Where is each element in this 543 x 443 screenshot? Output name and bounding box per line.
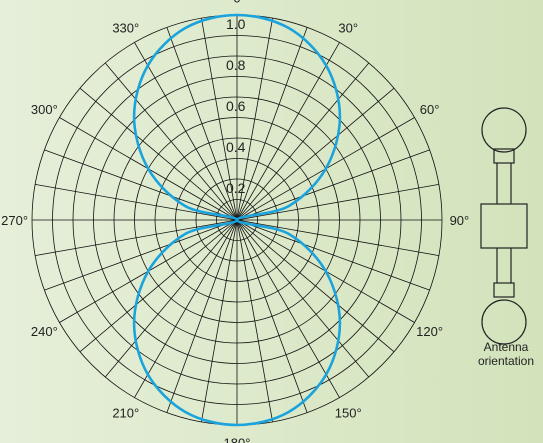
pattern-point xyxy=(287,232,290,235)
pattern-point xyxy=(132,321,136,325)
pattern-point xyxy=(147,270,150,273)
grid-spoke xyxy=(79,219,238,353)
pattern-point xyxy=(146,373,150,376)
pattern-point xyxy=(184,410,187,414)
angle-label: 270° xyxy=(1,213,28,228)
grid-spoke xyxy=(134,42,238,221)
radial-tick-label: 1.0 xyxy=(226,16,246,32)
grid-spoke xyxy=(236,62,370,221)
grid-spoke xyxy=(236,219,370,378)
pattern-point xyxy=(338,321,342,325)
antenna-caption-line2: orientation xyxy=(477,354,535,368)
antenna-caption: Antenna orientation xyxy=(469,340,543,368)
pattern-series xyxy=(132,13,342,427)
pattern-point xyxy=(235,423,239,427)
pattern-point xyxy=(147,167,150,170)
grid-spoke xyxy=(44,149,238,221)
grid-spoke xyxy=(201,219,238,422)
grid-spoke xyxy=(166,219,238,413)
pattern-point xyxy=(235,218,239,222)
angle-label: 0 xyxy=(233,0,240,6)
pattern-point xyxy=(146,64,150,67)
antenna-caption-line1: Antenna xyxy=(483,340,529,354)
grid-spoke xyxy=(236,219,308,413)
polar-labels: 0 30° 60° 90° 120° 150° 180° 210° 240° 270° 300° 33… xyxy=(1,0,469,443)
pattern-point xyxy=(287,410,290,414)
angle-label: 90° xyxy=(450,213,470,228)
pattern-point xyxy=(324,167,327,170)
angle-label: 300° xyxy=(31,102,58,117)
angle-label: 210° xyxy=(112,406,139,421)
angle-label: 150° xyxy=(335,406,362,421)
pattern-point xyxy=(338,115,342,119)
pattern-point xyxy=(184,205,187,208)
grid-spoke xyxy=(236,42,340,221)
grid-spoke xyxy=(134,219,238,398)
grid-spoke xyxy=(236,184,439,221)
pattern-point xyxy=(324,270,327,273)
grid-spoke xyxy=(236,219,439,256)
grid-spoke xyxy=(79,87,238,221)
angle-label: 30° xyxy=(338,20,358,35)
angle-label: 240° xyxy=(31,324,58,339)
grid-spoke xyxy=(236,27,308,221)
radial-tick-label: 0.4 xyxy=(226,139,246,155)
grid-spoke xyxy=(201,18,238,221)
grid-spoke xyxy=(236,87,395,221)
pattern-point xyxy=(287,205,290,208)
grid-spoke xyxy=(236,219,340,398)
grid-spoke xyxy=(236,18,273,221)
radial-tick-label: 0.8 xyxy=(226,57,246,73)
pattern-point xyxy=(235,13,239,17)
grid-spoke xyxy=(236,149,430,221)
grid-spoke xyxy=(35,219,238,256)
grid-spoke xyxy=(236,219,273,422)
grid-spoke xyxy=(236,219,395,353)
grid-spoke xyxy=(44,219,238,291)
angle-label: 120° xyxy=(416,324,443,339)
grid-spoke xyxy=(104,62,238,221)
grid-spoke xyxy=(104,219,238,378)
pattern-point xyxy=(184,26,187,30)
angle-label: 60° xyxy=(420,102,440,117)
angle-label: 180° xyxy=(224,435,251,443)
pattern-point xyxy=(287,26,290,30)
radial-tick-label: 0.2 xyxy=(226,180,246,196)
angle-label: 330° xyxy=(112,20,139,35)
grid-spoke xyxy=(35,184,238,221)
grid-spoke xyxy=(166,27,238,221)
grid-spoke xyxy=(236,219,430,291)
pattern-point xyxy=(324,373,328,376)
radial-tick-label: 0.6 xyxy=(226,98,246,114)
pattern-point xyxy=(132,115,136,119)
pattern-point xyxy=(324,64,328,67)
antenna-icon xyxy=(480,107,528,345)
pattern-point xyxy=(184,232,187,235)
